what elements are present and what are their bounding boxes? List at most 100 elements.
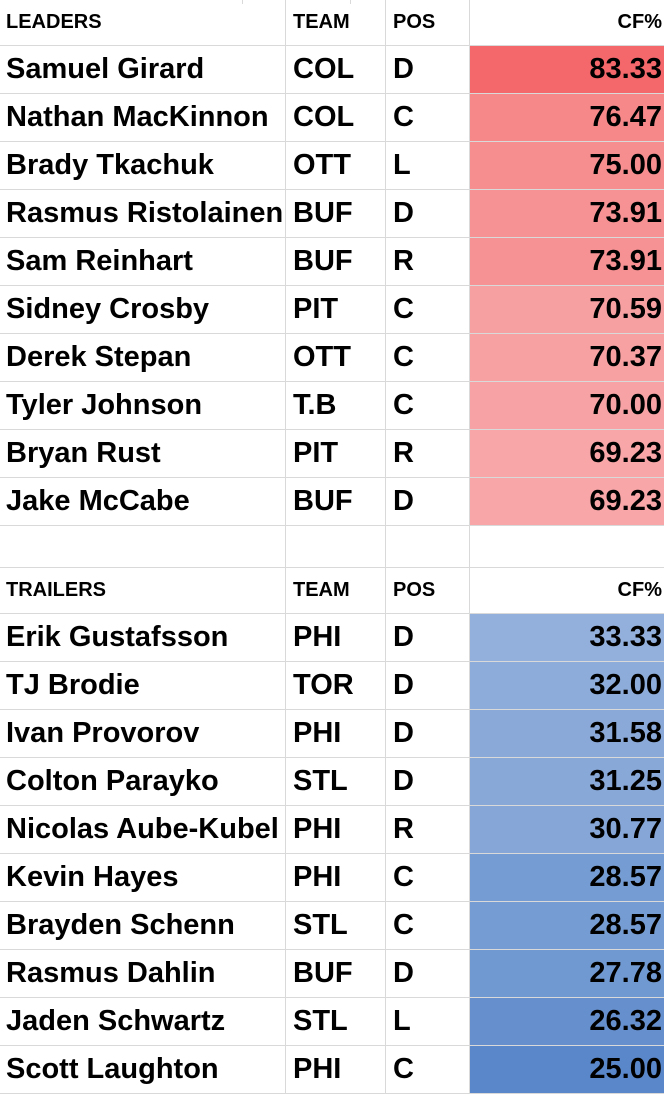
team-cell[interactable]: PIT xyxy=(286,286,386,334)
player-name-cell[interactable]: Rasmus Ristolainen xyxy=(0,190,286,238)
team-cell[interactable]: PHI xyxy=(286,614,386,662)
team-cell[interactable]: COL xyxy=(286,46,386,94)
table-row[interactable]: Ivan Provorov PHI D 31.58 xyxy=(0,710,664,758)
team-cell[interactable]: STL xyxy=(286,998,386,1046)
team-cell[interactable]: BUF xyxy=(286,190,386,238)
player-name-cell[interactable]: Erik Gustafsson xyxy=(0,614,286,662)
player-name-cell[interactable]: Sam Reinhart xyxy=(0,238,286,286)
player-name-cell[interactable]: Nicolas Aube-Kubel xyxy=(0,806,286,854)
table-row[interactable]: Kevin Hayes PHI C 28.57 xyxy=(0,854,664,902)
position-cell[interactable]: D xyxy=(386,478,470,526)
table-row[interactable]: Samuel Girard COL D 83.33 xyxy=(0,46,664,94)
cf-percent-cell[interactable]: 32.00 xyxy=(470,662,664,710)
team-cell[interactable]: BUF xyxy=(286,478,386,526)
team-cell[interactable]: PHI xyxy=(286,854,386,902)
position-cell[interactable]: C xyxy=(386,902,470,950)
player-name-cell[interactable]: Ivan Provorov xyxy=(0,710,286,758)
position-cell[interactable]: C xyxy=(386,854,470,902)
cf-percent-cell[interactable]: 28.57 xyxy=(470,854,664,902)
table-row[interactable]: Sam Reinhart BUF R 73.91 xyxy=(0,238,664,286)
cf-percent-cell[interactable]: 73.91 xyxy=(470,190,664,238)
player-name-cell[interactable]: Sidney Crosby xyxy=(0,286,286,334)
team-cell[interactable]: TOR xyxy=(286,662,386,710)
table-row[interactable]: Tyler Johnson T.B C 70.00 xyxy=(0,382,664,430)
table-row[interactable]: Erik Gustafsson PHI D 33.33 xyxy=(0,614,664,662)
cf-percent-cell[interactable]: 31.25 xyxy=(470,758,664,806)
cf-percent-cell[interactable]: 25.00 xyxy=(470,1046,664,1094)
position-cell[interactable]: C xyxy=(386,1046,470,1094)
table-row[interactable]: Derek Stepan OTT C 70.37 xyxy=(0,334,664,382)
position-cell[interactable]: D xyxy=(386,950,470,998)
position-cell[interactable]: C xyxy=(386,286,470,334)
team-cell[interactable]: PHI xyxy=(286,1046,386,1094)
cf-percent-cell[interactable]: 69.23 xyxy=(470,478,664,526)
cf-percent-cell[interactable]: 26.32 xyxy=(470,998,664,1046)
table-row[interactable]: Bryan Rust PIT R 69.23 xyxy=(0,430,664,478)
cf-percent-cell[interactable]: 76.47 xyxy=(470,94,664,142)
table-row[interactable]: TJ Brodie TOR D 32.00 xyxy=(0,662,664,710)
position-cell[interactable]: R xyxy=(386,806,470,854)
cf-percent-cell[interactable]: 28.57 xyxy=(470,902,664,950)
player-name-cell[interactable]: Samuel Girard xyxy=(0,46,286,94)
empty-cell[interactable] xyxy=(386,526,470,568)
position-cell[interactable]: C xyxy=(386,382,470,430)
cf-percent-cell[interactable]: 30.77 xyxy=(470,806,664,854)
team-cell[interactable]: OTT xyxy=(286,142,386,190)
player-name-cell[interactable]: Jaden Schwartz xyxy=(0,998,286,1046)
player-name-cell[interactable]: TJ Brodie xyxy=(0,662,286,710)
cf-percent-cell[interactable]: 70.00 xyxy=(470,382,664,430)
position-cell[interactable]: D xyxy=(386,758,470,806)
table-row[interactable]: Colton Parayko STL D 31.25 xyxy=(0,758,664,806)
position-cell[interactable]: D xyxy=(386,46,470,94)
team-cell[interactable]: PHI xyxy=(286,806,386,854)
team-cell[interactable]: BUF xyxy=(286,238,386,286)
team-cell[interactable]: STL xyxy=(286,902,386,950)
table-row[interactable]: Scott Laughton PHI C 25.00 xyxy=(0,1046,664,1094)
cf-percent-cell[interactable]: 70.59 xyxy=(470,286,664,334)
position-cell[interactable]: C xyxy=(386,334,470,382)
cf-percent-cell[interactable]: 83.33 xyxy=(470,46,664,94)
position-cell[interactable]: D xyxy=(386,190,470,238)
player-name-cell[interactable]: Bryan Rust xyxy=(0,430,286,478)
position-cell[interactable]: D xyxy=(386,662,470,710)
player-name-cell[interactable]: Derek Stepan xyxy=(0,334,286,382)
table-row[interactable]: Jaden Schwartz STL L 26.32 xyxy=(0,998,664,1046)
table-row[interactable]: Rasmus Ristolainen BUF D 73.91 xyxy=(0,190,664,238)
player-name-cell[interactable]: Brayden Schenn xyxy=(0,902,286,950)
position-cell[interactable]: L xyxy=(386,998,470,1046)
empty-cell[interactable] xyxy=(286,526,386,568)
cf-percent-cell[interactable]: 33.33 xyxy=(470,614,664,662)
team-cell[interactable]: OTT xyxy=(286,334,386,382)
table-row[interactable]: Sidney Crosby PIT C 70.59 xyxy=(0,286,664,334)
cf-percent-cell[interactable]: 31.58 xyxy=(470,710,664,758)
cf-percent-cell[interactable]: 69.23 xyxy=(470,430,664,478)
team-cell[interactable]: STL xyxy=(286,758,386,806)
team-cell[interactable]: PHI xyxy=(286,710,386,758)
player-name-cell[interactable]: Nathan MacKinnon xyxy=(0,94,286,142)
position-cell[interactable]: C xyxy=(386,94,470,142)
table-row[interactable]: Nathan MacKinnon COL C 76.47 xyxy=(0,94,664,142)
team-cell[interactable]: COL xyxy=(286,94,386,142)
empty-cell[interactable] xyxy=(0,526,286,568)
cf-percent-cell[interactable]: 73.91 xyxy=(470,238,664,286)
team-cell[interactable]: BUF xyxy=(286,950,386,998)
player-name-cell[interactable]: Colton Parayko xyxy=(0,758,286,806)
position-cell[interactable]: L xyxy=(386,142,470,190)
cf-percent-cell[interactable]: 75.00 xyxy=(470,142,664,190)
player-name-cell[interactable]: Kevin Hayes xyxy=(0,854,286,902)
player-name-cell[interactable]: Rasmus Dahlin xyxy=(0,950,286,998)
player-name-cell[interactable]: Tyler Johnson xyxy=(0,382,286,430)
position-cell[interactable]: R xyxy=(386,238,470,286)
position-cell[interactable]: R xyxy=(386,430,470,478)
player-name-cell[interactable]: Brady Tkachuk xyxy=(0,142,286,190)
empty-row[interactable] xyxy=(0,526,664,568)
position-cell[interactable]: D xyxy=(386,614,470,662)
table-row[interactable]: Brady Tkachuk OTT L 75.00 xyxy=(0,142,664,190)
empty-cell[interactable] xyxy=(470,526,664,568)
player-name-cell[interactable]: Jake McCabe xyxy=(0,478,286,526)
cf-percent-cell[interactable]: 70.37 xyxy=(470,334,664,382)
player-name-cell[interactable]: Scott Laughton xyxy=(0,1046,286,1094)
table-row[interactable]: Nicolas Aube-Kubel PHI R 30.77 xyxy=(0,806,664,854)
table-row[interactable]: Jake McCabe BUF D 69.23 xyxy=(0,478,664,526)
cf-percent-cell[interactable]: 27.78 xyxy=(470,950,664,998)
